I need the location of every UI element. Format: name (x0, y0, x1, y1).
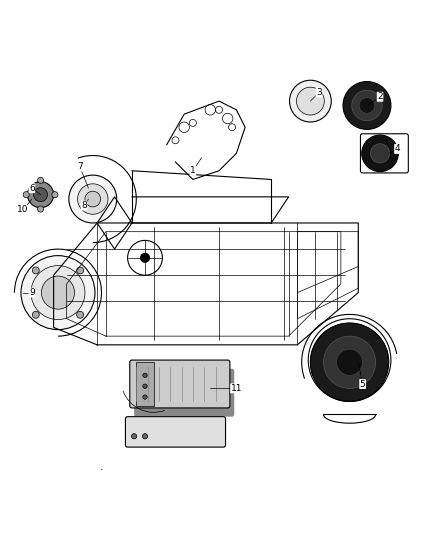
Circle shape (352, 90, 382, 120)
Text: 8: 8 (81, 201, 87, 210)
Text: 1: 1 (190, 166, 196, 175)
Circle shape (297, 87, 324, 115)
Text: 5: 5 (360, 379, 365, 389)
Text: 7: 7 (77, 162, 83, 171)
Text: 3: 3 (316, 88, 322, 97)
Circle shape (362, 135, 398, 172)
Circle shape (34, 188, 47, 201)
Bar (136, 362, 154, 406)
Circle shape (143, 373, 147, 377)
Circle shape (85, 191, 101, 207)
Circle shape (371, 144, 390, 163)
Text: 4: 4 (395, 144, 400, 154)
FancyBboxPatch shape (134, 369, 234, 417)
FancyBboxPatch shape (125, 417, 226, 447)
Circle shape (69, 175, 117, 223)
Circle shape (141, 254, 149, 262)
Text: 2: 2 (377, 92, 383, 101)
Text: 10: 10 (18, 205, 29, 214)
Circle shape (28, 182, 53, 208)
Circle shape (52, 192, 58, 198)
Circle shape (23, 192, 29, 198)
Circle shape (38, 177, 44, 183)
Circle shape (290, 80, 331, 122)
Circle shape (343, 82, 391, 130)
Circle shape (131, 434, 137, 439)
Circle shape (77, 311, 84, 318)
Circle shape (143, 384, 147, 389)
FancyBboxPatch shape (130, 360, 230, 408)
Circle shape (32, 267, 39, 274)
Text: 6: 6 (29, 184, 35, 192)
Circle shape (21, 256, 95, 329)
Circle shape (143, 395, 147, 399)
Text: 11: 11 (231, 384, 242, 393)
Circle shape (38, 206, 44, 212)
Circle shape (323, 336, 376, 389)
Circle shape (336, 349, 363, 375)
Circle shape (359, 98, 375, 114)
Circle shape (42, 276, 74, 309)
Text: 9: 9 (29, 288, 35, 297)
Circle shape (78, 184, 108, 214)
Circle shape (77, 267, 84, 274)
Circle shape (311, 323, 389, 401)
Text: .: . (100, 462, 103, 472)
Circle shape (31, 265, 85, 320)
Circle shape (142, 434, 148, 439)
Circle shape (32, 311, 39, 318)
